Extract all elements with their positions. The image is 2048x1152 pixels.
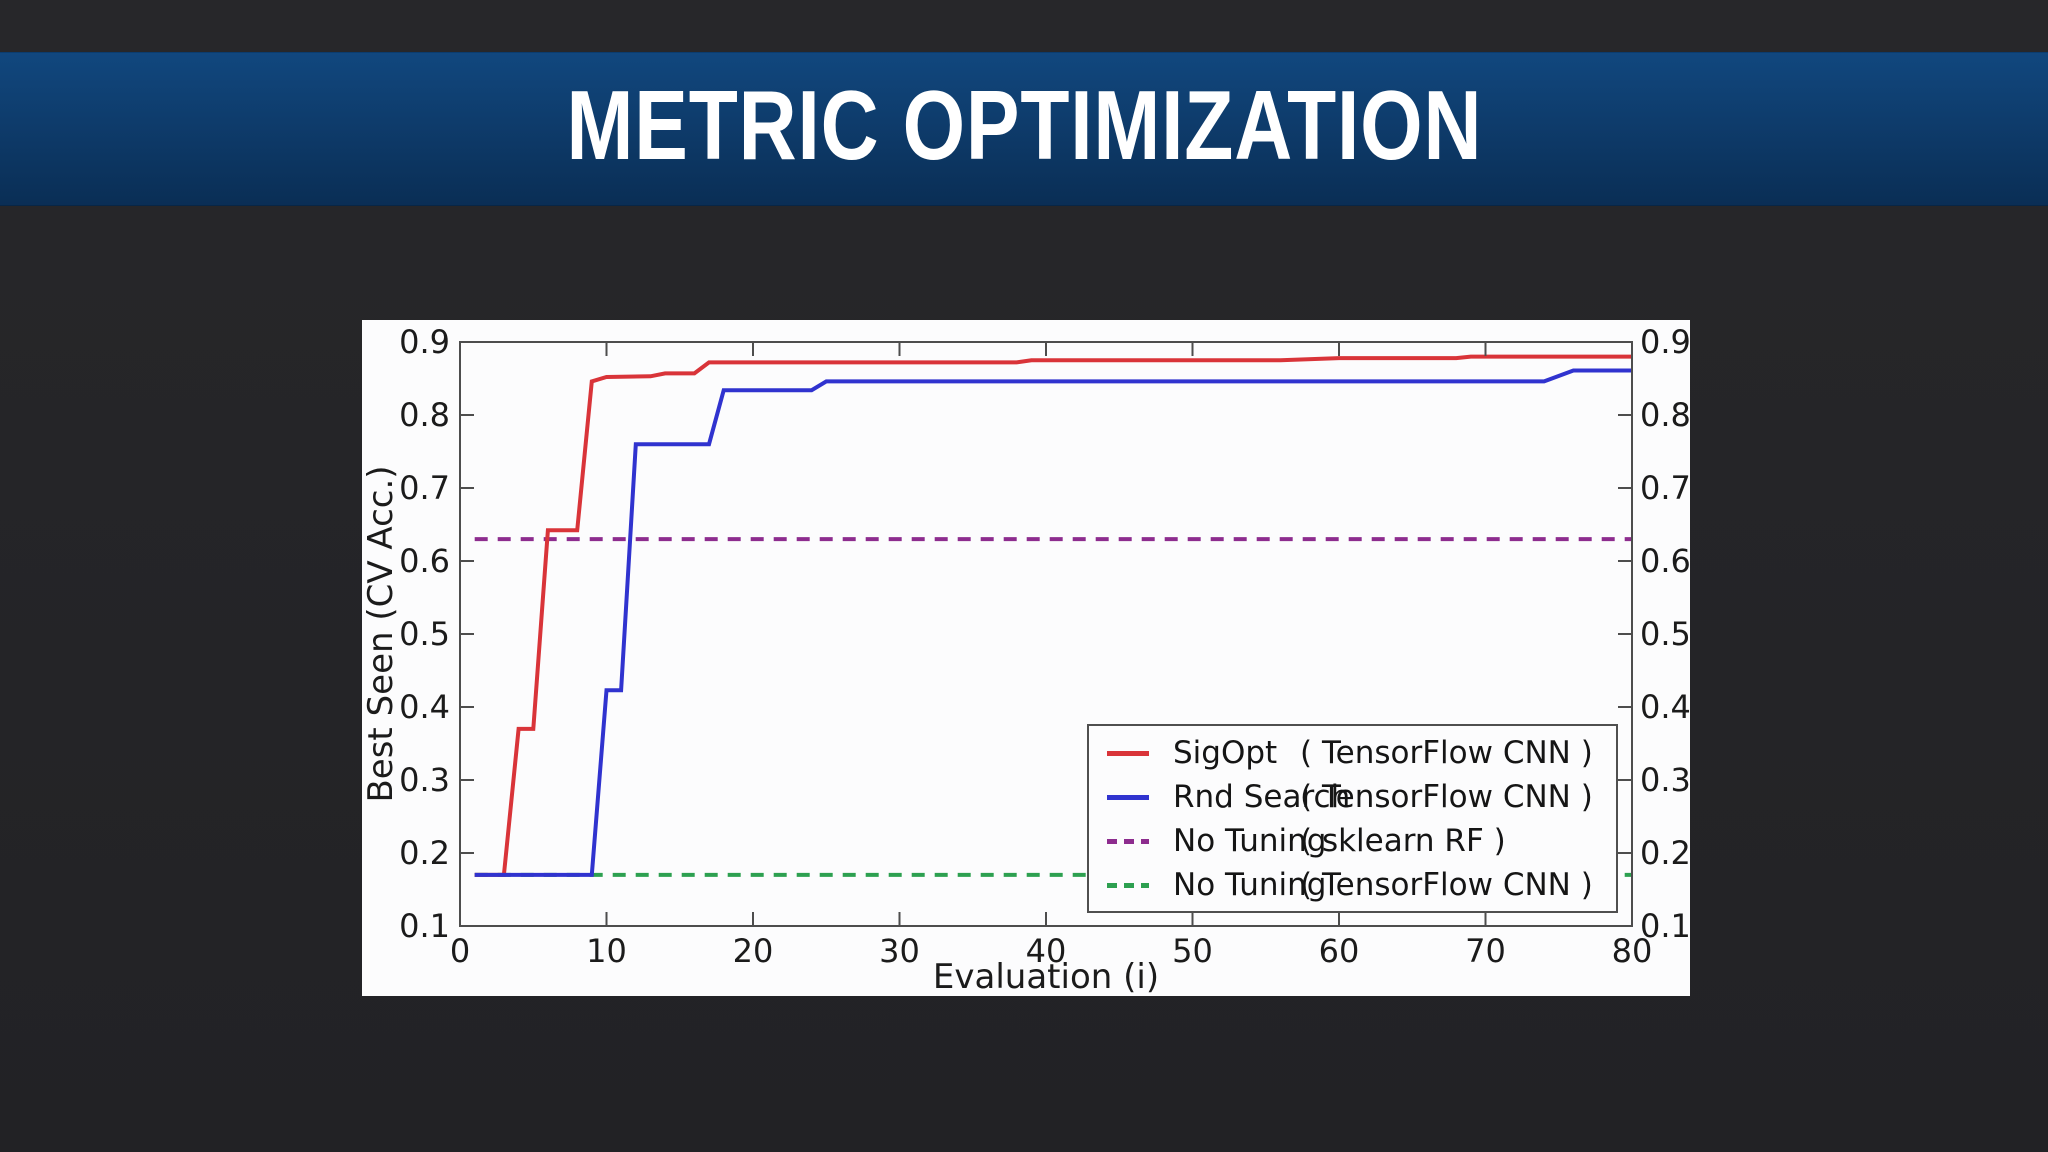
x-tick-label: 40	[1026, 932, 1067, 970]
x-tick-label: 20	[733, 932, 774, 970]
legend-dashed-line-swatch	[1107, 838, 1149, 844]
slide-title: METRIC OPTIMIZATION	[566, 70, 1482, 180]
line-chart: 0 10 20 30 40 50 60 70 800.1 0.10.2 0.20.3 0.30.4 0.…	[362, 323, 1690, 996]
series-line-sigopt	[474, 354, 1632, 877]
legend-line-swatch	[1107, 750, 1149, 756]
y-tick-label-left: 0.7	[399, 469, 450, 507]
y-axis-title: Best Seen (CV Acc.)	[362, 465, 401, 802]
x-tick-label: 50	[1172, 932, 1213, 970]
y-tick-label-left: 0.4	[399, 688, 450, 726]
y-tick-label-right: 0.9	[1640, 323, 1690, 361]
legend-row: No Tuning( sklearn RF )	[1089, 819, 1616, 863]
legend-series-detail: ( TensorFlow CNN )	[1300, 867, 1593, 903]
legend-series-name: SigOpt	[1173, 735, 1278, 771]
legend-series-detail: ( TensorFlow CNN )	[1300, 735, 1593, 771]
x-axis-title: Evaluation (i)	[933, 957, 1159, 996]
chart-axes-layer: 0 10 20 30 40 50 60 70 800.1 0.10.2 0.20.3 0.30.4 0.…	[399, 323, 1690, 970]
legend-row: SigOpt ( TensorFlow CNN )	[1089, 731, 1616, 775]
y-tick-label-left: 0.2	[399, 834, 450, 872]
legend-series-name: No Tuning	[1173, 823, 1327, 859]
series-line-rnd-search	[474, 368, 1632, 877]
y-tick-label-right: 0.3	[1640, 761, 1690, 799]
legend-row: Rnd Search( TensorFlow CNN )	[1089, 775, 1616, 819]
y-tick-label-right: 0.2	[1640, 834, 1690, 872]
x-tick-label: 0	[450, 932, 470, 970]
legend-dashed-line-swatch	[1107, 882, 1149, 888]
y-tick-label-left: 0.5	[399, 615, 450, 653]
chart-panel: 0 10 20 30 40 50 60 70 80 0.1 0.1 0.2 0.2 0.3 0.3 0.4 0.…	[362, 320, 1690, 996]
legend-row: No Tuning( TensorFlow CNN )	[1089, 863, 1616, 907]
y-tick-label-right: 0.4	[1640, 688, 1690, 726]
x-tick-label: 70	[1465, 932, 1506, 970]
legend-series-name: Rnd Search	[1173, 779, 1351, 815]
y-tick-label-left: 0.6	[399, 542, 450, 580]
y-tick-label-right: 0.7	[1640, 469, 1690, 507]
x-tick-label: 60	[1319, 932, 1360, 970]
y-tick-label-left: 0.8	[399, 396, 450, 434]
y-tick-label-left: 0.3	[399, 761, 450, 799]
chart-legend: SigOpt( TensorFlow CNN ) Rnd Search( Tens…	[1087, 724, 1618, 913]
y-tick-label-right: 0.5	[1640, 615, 1690, 653]
legend-series-name: No Tuning	[1173, 867, 1327, 903]
y-tick-label-left: 0.1	[399, 907, 450, 945]
x-tick-label: 30	[879, 932, 920, 970]
legend-series-detail: ( sklearn RF )	[1300, 823, 1506, 859]
y-tick-label-right: 0.1	[1640, 907, 1690, 945]
x-tick-label: 10	[586, 932, 627, 970]
y-tick-label-right: 0.6	[1640, 542, 1690, 580]
title-banner: METRIC OPTIMIZATION	[0, 52, 2048, 206]
legend-line-swatch	[1107, 794, 1149, 800]
y-tick-label-left: 0.9	[399, 323, 450, 361]
chart-series-layer	[474, 354, 1632, 877]
legend-series-detail: ( TensorFlow CNN )	[1300, 779, 1593, 815]
y-tick-label-right: 0.8	[1640, 396, 1690, 434]
x-tick-label: 80	[1612, 932, 1653, 970]
